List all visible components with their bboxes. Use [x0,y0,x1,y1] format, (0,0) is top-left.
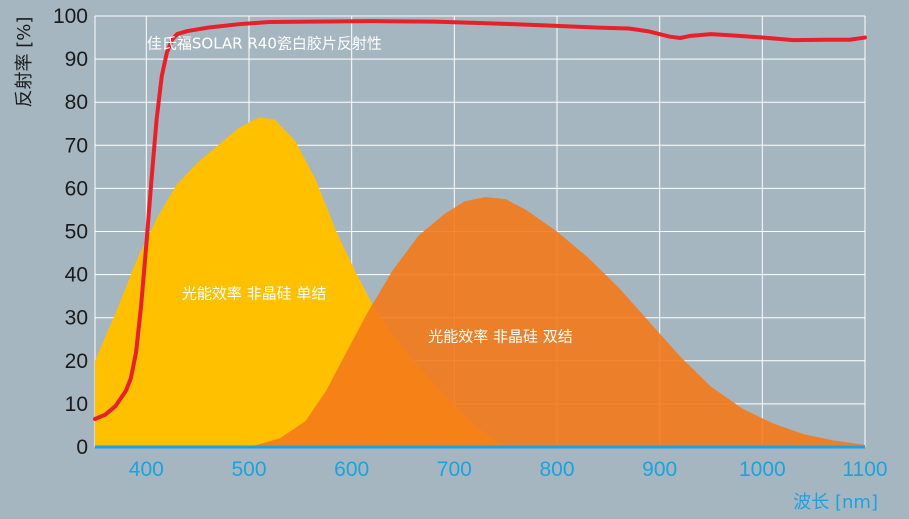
y-tick-40: 40 [65,264,88,287]
y-tick-labels: 0 10 20 30 40 50 60 70 80 90 100 [53,5,88,459]
y-tick-0: 0 [76,436,88,459]
y-tick-70: 70 [65,134,88,157]
x-tick-600: 600 [334,458,369,481]
y-tick-60: 60 [65,177,88,200]
x-tick-1000: 1000 [739,458,786,481]
x-tick-700: 700 [437,458,472,481]
x-tick-labels: 400 500 600 700 800 900 1000 1100 [129,458,888,481]
efficiency-areas [95,117,865,447]
y-tick-20: 20 [65,350,88,373]
x-tick-1100: 1100 [842,458,887,481]
y-tick-30: 30 [65,307,88,330]
annotation-3: 光能效率 非晶硅 双结 [428,327,573,345]
y-tick-80: 80 [65,91,88,114]
y-tick-100: 100 [53,5,88,28]
y-tick-90: 90 [65,48,88,71]
y-axis-label: 反射率 [%] [14,17,35,108]
area-series-2 [249,197,865,447]
reflectance-line [93,19,867,421]
x-tick-900: 900 [642,458,677,481]
x-tick-800: 800 [539,458,574,481]
reflectance-line-group [93,19,867,421]
x-tick-500: 500 [231,458,266,481]
x-tick-400: 400 [129,458,164,481]
x-axis-label: 波长 [nm] [793,492,878,513]
annotation-1: 佳氏福SOLAR R40瓷白胶片反射性 [147,34,382,52]
y-tick-50: 50 [65,221,88,244]
y-tick-10: 10 [65,393,88,416]
annotation-2: 光能效率 非晶硅 单结 [182,284,327,302]
